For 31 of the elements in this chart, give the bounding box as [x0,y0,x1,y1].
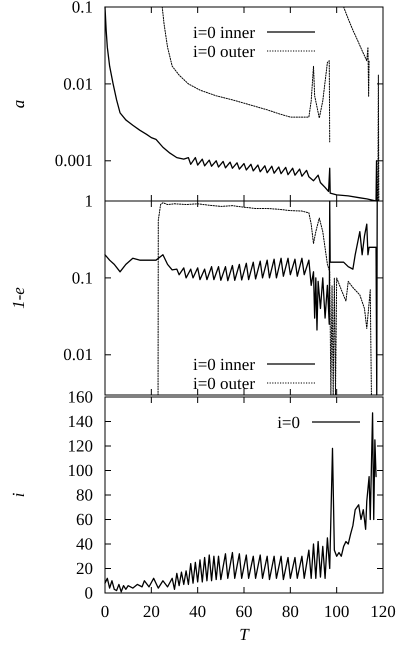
legend-label: i=0 [277,413,300,432]
y-tick-label: 0 [84,583,93,602]
legend-label: i=0 outer [193,374,256,393]
y-axis-title: a [9,100,28,108]
y-tick-label: 100 [68,460,93,480]
x-tick-label: 120 [370,602,396,622]
y-tick-label: 0.01 [63,74,93,94]
y-axis-title: 1-e [9,286,28,309]
legend-label: i=0 inner [193,355,256,374]
x-axis-title: T [239,625,250,644]
y-tick-label: 20 [76,558,93,578]
legend-label: i=0 outer [193,42,256,61]
y-tick-label: 0.1 [72,268,93,288]
x-tick-label: 20 [142,602,160,622]
y-tick-label: 120 [68,436,93,456]
y-tick-label: 0.1 [72,0,93,16]
y-tick-label: 60 [76,510,93,529]
y-tick-label: 40 [76,534,93,554]
x-tick-label: 0 [100,602,110,622]
y-tick-label: 1 [84,191,93,210]
x-tick-label: 100 [324,602,350,622]
y-tick-label: 0.01 [63,345,93,364]
x-tick-label: 40 [189,602,206,622]
legend-label: i=0 inner [193,23,256,42]
x-tick-label: 60 [236,602,252,622]
y-tick-label: 80 [76,485,93,504]
y-axis-title: i [9,492,28,498]
y-tick-label: 0.001 [54,151,93,170]
y-tick-label: 160 [68,387,93,406]
y-tick-label: 140 [68,412,93,431]
x-tick-label: 80 [282,602,299,622]
